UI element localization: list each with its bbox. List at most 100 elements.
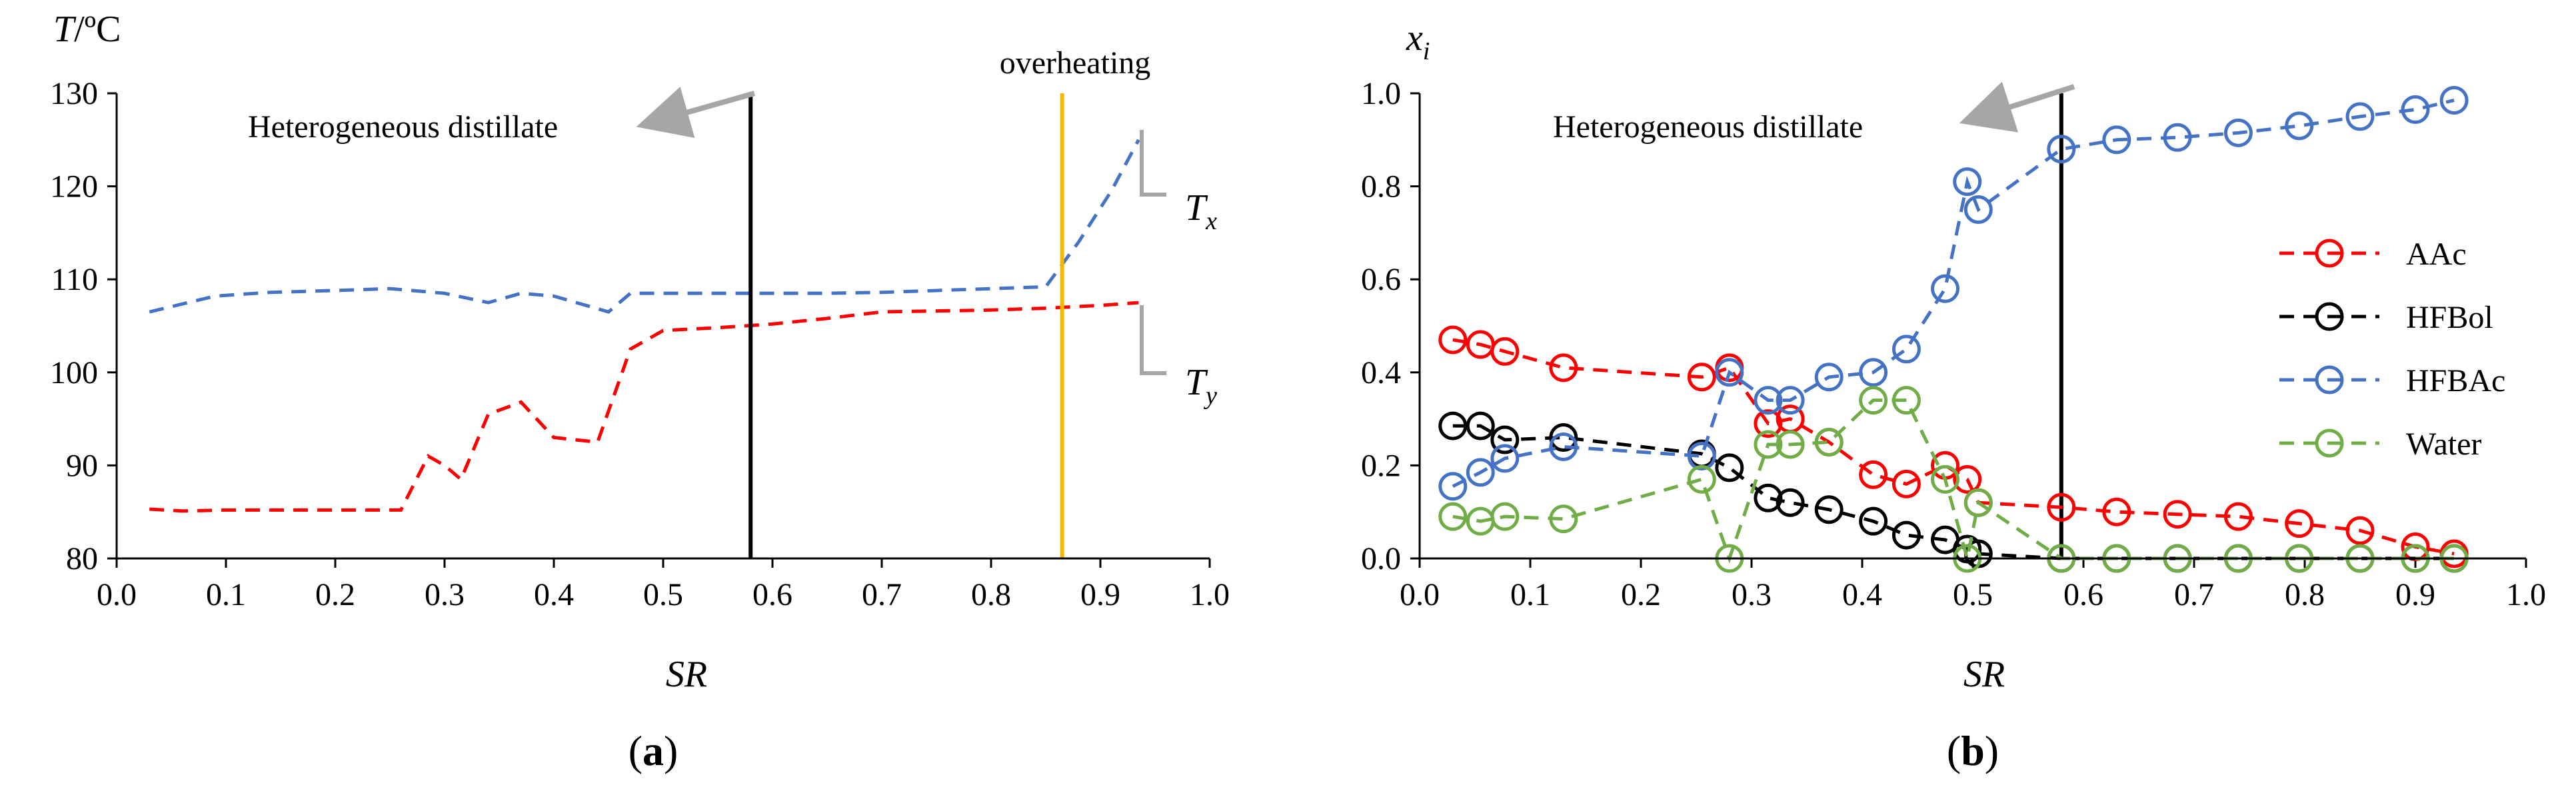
series-line-ty (149, 301, 1139, 513)
x-tick-label: 0.5 (643, 577, 683, 612)
panel-a-tx-callout (1140, 130, 1166, 197)
data-point-aac (2345, 516, 2375, 545)
x-tick-label: 0.5 (1953, 577, 1993, 612)
series-line-hfbol (1452, 424, 2455, 560)
data-point-hfbol (1490, 425, 1520, 454)
data-point-hfbac (2345, 102, 2375, 131)
data-point-water (1438, 502, 1468, 531)
data-point-hfbac (1490, 444, 1520, 473)
y-tick-label: 1.0 (1361, 76, 1401, 111)
data-point-hfbac (1859, 358, 1888, 387)
panel-a-tx-label: Tx (1185, 187, 1217, 235)
data-point-aac (2285, 509, 2314, 538)
data-point-hfbol (1466, 411, 1495, 440)
data-point-hfbac (1466, 458, 1495, 487)
data-point-water (1859, 386, 1888, 415)
panel-b-y-ticks: 0.0 0.2 0.4 0.6 0.8 1.0 (1361, 76, 1420, 576)
panel-a-axes (115, 93, 1210, 560)
data-point-water (1963, 488, 1993, 517)
data-point-hfbac (1715, 358, 1744, 387)
x-tick-label: 0.0 (1400, 577, 1440, 612)
data-point-hfbac (1953, 167, 1982, 197)
data-point-hfbol (1754, 483, 1783, 512)
data-point-hfbac (1892, 335, 1921, 364)
legend-marker-hfbac (2315, 365, 2344, 395)
x-tick-label: 0.3 (1732, 577, 1772, 612)
x-tick-label: 0.1 (1510, 577, 1550, 612)
data-point-water (1754, 430, 1783, 459)
legend-marker-aac (2315, 239, 2344, 268)
data-point-water (1776, 430, 1805, 459)
y-tick-label: 0.8 (1361, 169, 1401, 205)
x-tick-label: 0.2 (315, 577, 355, 612)
legend-marker-water (2315, 428, 2344, 458)
data-point-water (1892, 386, 1921, 415)
panel-a-heterogeneous-annotation: Heterogeneous distillate (248, 109, 558, 145)
data-point-hfbac (1776, 386, 1805, 415)
panel-a-vertical-lines (748, 93, 1064, 558)
data-point-water (1814, 428, 1844, 456)
data-point-hfbac (1814, 363, 1844, 392)
x-tick-label: 0.9 (2395, 577, 2435, 612)
x-tick-label: 0.6 (752, 577, 792, 612)
data-point-aac (1859, 460, 1888, 489)
x-tick-label: 0.0 (97, 577, 137, 612)
data-point-hfbol (1814, 495, 1844, 524)
x-tick-label: 1.0 (1190, 577, 1230, 612)
data-point-aac (1953, 464, 1982, 494)
y-tick-label: 0.2 (1361, 448, 1401, 483)
panel-b-chart: 0.0 0.2 0.4 0.6 0.8 1.0 0.0 0.1 0.2 0.3 0.4 0.5 0.6… (1361, 17, 2546, 774)
x-tick-label: 0.8 (2285, 577, 2325, 612)
data-point-hfbac (1687, 441, 1716, 470)
data-point-hfbac (1963, 195, 1993, 224)
series-line-water (1452, 398, 2455, 564)
panel-b-axes (1418, 93, 2526, 560)
legend-label-hfbol: HFBol (2406, 300, 2493, 335)
data-point-hfbol (1549, 423, 1578, 452)
x-tick-label: 0.2 (1621, 577, 1661, 612)
series-line-tx (149, 139, 1140, 314)
data-point-water (1931, 464, 1959, 494)
data-point-aac (1754, 409, 1783, 438)
panel-a-ty-callout (1140, 305, 1166, 375)
legend-label-water: Water (2406, 426, 2481, 462)
x-tick-label: 0.1 (206, 577, 246, 612)
panel-a-overheating-annotation: overheating (1000, 45, 1151, 81)
data-point-hfbol (1715, 453, 1744, 482)
data-point-hfbac (1438, 472, 1468, 501)
panel-a-x-axis-title: SR (666, 654, 707, 695)
series-line-aac (1452, 338, 2455, 556)
data-point-aac (2102, 497, 2131, 526)
series-line-hfbac (1452, 99, 2455, 488)
y-tick-label: 110 (51, 262, 98, 297)
panel-b-legend: AAc HFBol HFBAc Water (2279, 237, 2505, 462)
panel-b-x-ticks: 0.0 0.1 0.2 0.3 0.4 0.5 0.6 0.7 0.8 0.9 1.0 (1400, 558, 2546, 612)
panel-a-x-ticks: 0.0 0.1 0.2 0.3 0.4 0.5 0.6 0.7 0.8 0.9 1.0 (97, 558, 1230, 612)
data-point-hfbac (2285, 111, 2314, 141)
x-tick-label: 0.8 (971, 577, 1011, 612)
data-point-aac (2163, 500, 2192, 529)
x-tick-label: 0.4 (534, 577, 574, 612)
panel-a-y-axis-title: T/ºC (53, 9, 121, 50)
panel-b-x-axis-title: SR (1963, 654, 2005, 695)
data-point-aac (1549, 353, 1578, 383)
legend-marker-hfbol (2315, 302, 2344, 331)
data-point-aac (2047, 492, 2076, 522)
data-point-aac (2223, 502, 2253, 531)
data-point-hfbac (1754, 386, 1783, 415)
data-point-hfbol (1776, 488, 1805, 517)
data-point-hfbac (2102, 125, 2131, 155)
data-point-aac (1490, 337, 1520, 366)
y-tick-label: 0.0 (1361, 541, 1401, 576)
legend-label-aac: AAc (2406, 237, 2467, 272)
panel-a-ty-label: Ty (1185, 362, 1217, 410)
x-tick-label: 1.0 (2506, 577, 2546, 612)
panel-b-label: (b) (1947, 727, 1999, 774)
panel-a-series (149, 139, 1140, 513)
data-point-hfbol (1438, 411, 1468, 440)
panel-a-y-ticks: 80 90 100 110 120 130 (50, 76, 117, 576)
y-tick-label: 90 (66, 448, 98, 483)
x-tick-label: 0.6 (2063, 577, 2103, 612)
data-point-hfbac (2401, 95, 2430, 124)
